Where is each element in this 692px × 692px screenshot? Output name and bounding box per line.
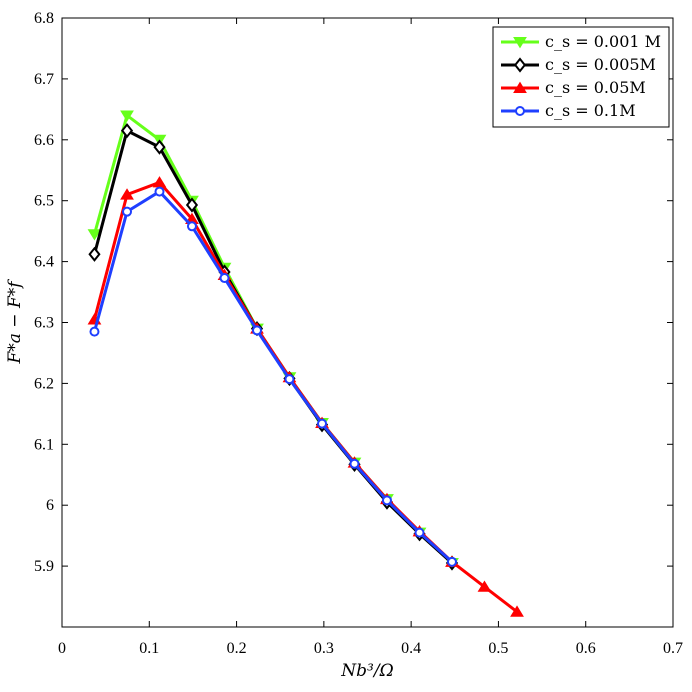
legend-marker xyxy=(513,81,527,93)
data-point xyxy=(251,325,262,336)
x-tick-label: 0.7 xyxy=(663,640,683,657)
x-tick-label: 0.1 xyxy=(139,640,159,657)
series-1 xyxy=(87,110,459,570)
legend-entry: c_s = 0.005M xyxy=(545,55,656,74)
x-axis-label: Nb³/Ω xyxy=(340,661,393,681)
x-tick-label: 0 xyxy=(58,640,66,657)
y-tick-label: 5.9 xyxy=(34,558,54,575)
data-point xyxy=(120,188,134,200)
data-point xyxy=(153,139,166,155)
legend-marker xyxy=(513,57,527,73)
series-line xyxy=(93,180,518,613)
legend-marker xyxy=(515,106,525,116)
series-3 xyxy=(87,176,524,617)
y-tick-label: 6.4 xyxy=(34,254,54,271)
axis-ticks: 0 0.1 0.2 0.3 0.4 0.5 0.6 0.7 5.9 6 6.1 6.2 6.3 6.4 6.… xyxy=(34,10,683,657)
data-point xyxy=(154,186,165,197)
data-point xyxy=(122,206,133,217)
x-tick-label: 0.5 xyxy=(488,640,508,657)
data-point xyxy=(88,246,101,262)
data-point xyxy=(381,495,392,506)
series-4 xyxy=(89,186,457,567)
data-point xyxy=(510,605,524,617)
data-point xyxy=(87,229,102,241)
data-point xyxy=(477,580,492,592)
series-2 xyxy=(88,123,459,571)
data-point xyxy=(414,527,425,538)
data-point xyxy=(446,556,457,567)
data-point xyxy=(349,458,360,469)
data-point xyxy=(317,418,328,429)
x-tick-label: 0.3 xyxy=(314,640,334,657)
legend-entry: c_s = 0.1M xyxy=(545,101,636,120)
y-tick-label: 6.1 xyxy=(34,436,54,453)
y-tick-label: 6.2 xyxy=(34,375,54,392)
y-tick-label: 6.8 xyxy=(34,10,54,27)
y-tick-label: 6.5 xyxy=(34,193,54,210)
data-point xyxy=(185,197,199,213)
x-tick-label: 0.2 xyxy=(227,640,247,657)
data-point xyxy=(120,123,134,139)
x-tick-label: 0.4 xyxy=(401,640,421,657)
plot-marks xyxy=(87,110,524,617)
legend-marker xyxy=(513,37,527,49)
data-point xyxy=(89,326,100,337)
data-point xyxy=(152,176,167,188)
y-tick-label: 6.6 xyxy=(34,132,54,149)
series-line xyxy=(93,113,454,565)
x-tick-label: 0.6 xyxy=(576,640,596,657)
legend: c_s = 0.001 M c_s = 0.005M c_s = 0.05M c_s … xyxy=(492,26,670,128)
data-point xyxy=(284,374,295,385)
y-axis-label: F*a − F*f xyxy=(5,279,25,365)
y-tick-label: 6 xyxy=(46,497,54,514)
data-point xyxy=(120,110,134,122)
series-line xyxy=(93,129,453,565)
y-tick-label: 6.7 xyxy=(34,71,54,88)
legend-entry: c_s = 0.001 M xyxy=(545,32,661,51)
data-point xyxy=(186,221,197,232)
series-line xyxy=(93,190,453,563)
data-point xyxy=(219,273,230,284)
y-tick-label: 6.3 xyxy=(34,315,54,332)
legend-entry: c_s = 0.05M xyxy=(545,78,646,97)
